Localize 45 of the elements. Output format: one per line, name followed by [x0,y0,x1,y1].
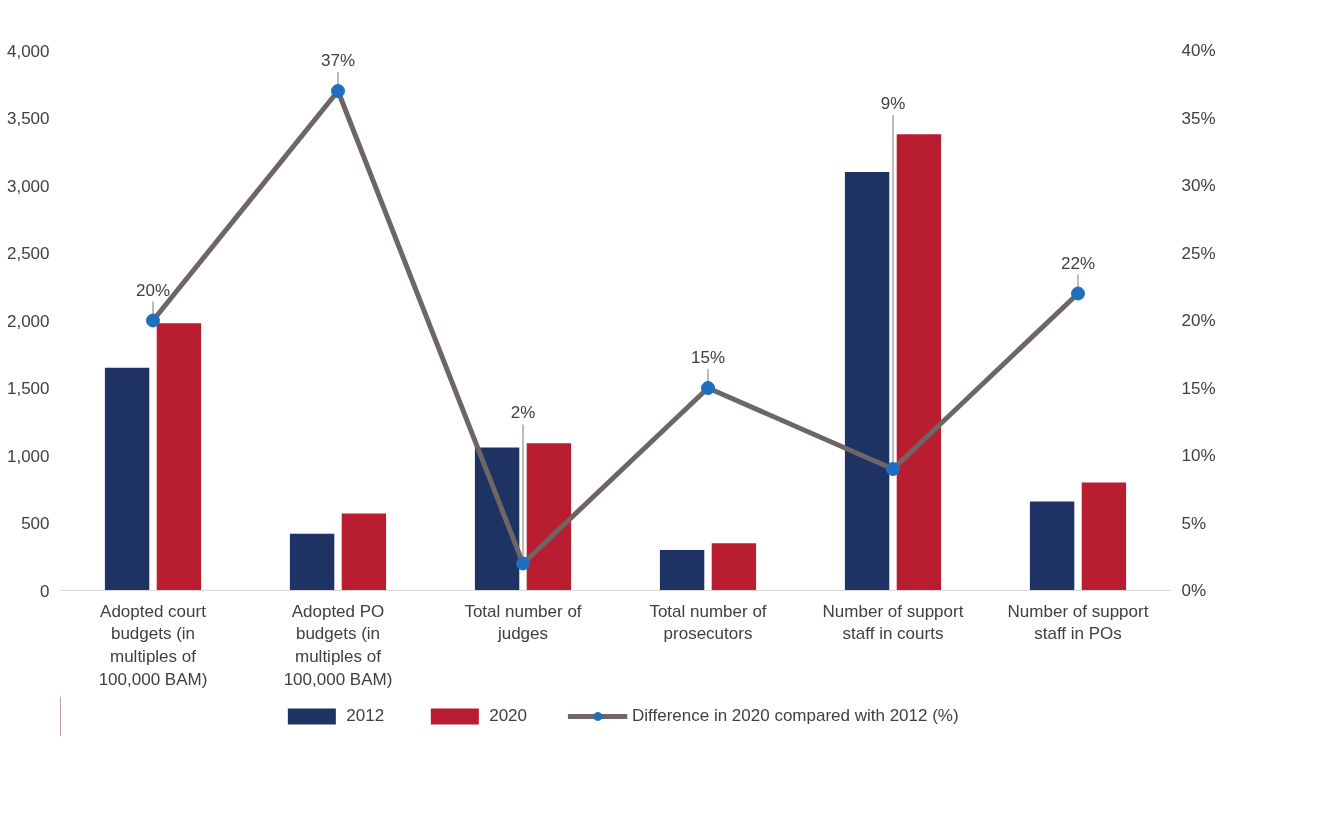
data-label: 15% [690,348,726,368]
bar [289,533,335,591]
y2-tick-label: 0% [1181,581,1207,600]
y-tick-label: 1,000 [6,446,50,466]
bar [526,443,572,591]
x-tick-label: Adopted PO budgets (in multiples of 100,000 BAM) [283,601,393,689]
bar [104,367,150,591]
data-label: 22% [1060,253,1096,273]
y-tick-label: 1,500 [6,379,50,398]
y2-tick-label: 25% [1181,243,1216,263]
y2-tick-label: 5% [1181,513,1207,533]
bar [896,134,942,591]
x-tick-label: Total number of prosecutors [649,601,767,644]
data-label: 9% [880,94,906,114]
bar [844,172,890,591]
legend-label: 2020 [489,706,527,726]
y-tick-label: 0 [40,581,50,601]
data-label: 2% [510,403,536,423]
y2-tick-label: 10% [1181,446,1216,465]
legend-label: 2012 [346,706,385,726]
data-label: 37% [320,51,356,71]
y-tick-label: 4,000 [6,41,50,61]
y2-tick-label: 20% [1181,311,1216,330]
data-label: 20% [135,280,171,300]
bar [1081,482,1127,591]
y-tick-label: 3,500 [6,109,50,128]
legend-label: Difference in 2020 compared with 2012 (%) [632,706,959,726]
y-tick-label: 500 [21,514,50,533]
y2-tick-label: 15% [1181,378,1216,398]
bar [156,323,202,591]
y2-tick-label: 40% [1181,41,1216,60]
y2-tick-label: 35% [1181,108,1216,128]
y2-tick-label: 30% [1181,176,1216,195]
bar [341,513,387,591]
bar [659,550,705,591]
x-tick-label: Number of support staff in POs [1007,601,1149,644]
bar [711,543,757,591]
y-tick-label: 3,000 [6,176,50,196]
x-tick-label: Adopted court budgets (in multiples of 100,000 BAM) [98,601,208,689]
x-tick-label: Number of support staff in courts [822,601,964,644]
bar [474,447,520,591]
bar [1029,501,1075,591]
x-tick-label: Total number of judges [464,601,582,644]
y-tick-label: 2,000 [6,311,50,331]
y-tick-label: 2,500 [6,244,50,263]
